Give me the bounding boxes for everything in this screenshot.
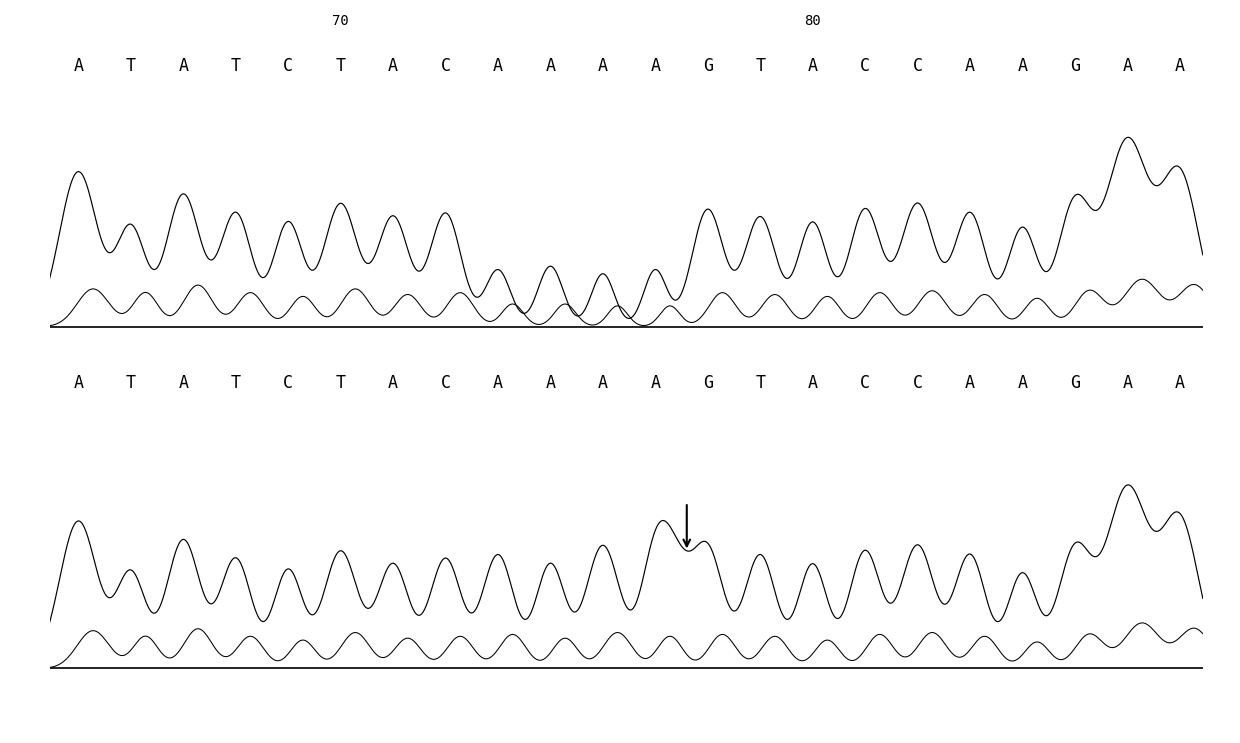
- Text: T: T: [126, 57, 136, 75]
- Text: A: A: [598, 57, 608, 75]
- Text: C: C: [861, 57, 870, 75]
- Text: C: C: [283, 57, 293, 75]
- Text: T: T: [755, 57, 765, 75]
- Text: C: C: [913, 374, 923, 392]
- Text: C: C: [440, 374, 450, 392]
- Text: A: A: [494, 374, 503, 392]
- Text: 70: 70: [332, 13, 348, 27]
- Text: A: A: [179, 57, 188, 75]
- Text: A: A: [179, 374, 188, 392]
- Text: A: A: [650, 374, 661, 392]
- Text: A: A: [965, 57, 975, 75]
- Text: A: A: [1017, 374, 1028, 392]
- Text: C: C: [440, 57, 450, 75]
- Text: T: T: [231, 374, 241, 392]
- Text: A: A: [965, 374, 975, 392]
- Text: A: A: [546, 57, 556, 75]
- Text: T: T: [231, 57, 241, 75]
- Text: A: A: [1122, 374, 1132, 392]
- Text: G: G: [1070, 374, 1080, 392]
- Text: T: T: [336, 374, 346, 392]
- Text: A: A: [1122, 57, 1132, 75]
- Text: C: C: [283, 374, 293, 392]
- Text: A: A: [388, 57, 398, 75]
- Text: G: G: [1070, 57, 1080, 75]
- Text: A: A: [1017, 57, 1028, 75]
- Text: A: A: [73, 374, 83, 392]
- Text: A: A: [650, 57, 661, 75]
- Text: A: A: [807, 57, 817, 75]
- Text: A: A: [73, 57, 83, 75]
- Text: C: C: [861, 374, 870, 392]
- Text: C: C: [913, 57, 923, 75]
- Text: A: A: [598, 374, 608, 392]
- Text: A: A: [494, 57, 503, 75]
- Text: A: A: [546, 374, 556, 392]
- Text: A: A: [1174, 57, 1184, 75]
- Text: T: T: [755, 374, 765, 392]
- Text: A: A: [388, 374, 398, 392]
- Text: T: T: [336, 57, 346, 75]
- Text: T: T: [126, 374, 136, 392]
- Text: A: A: [1174, 374, 1184, 392]
- Text: A: A: [807, 374, 817, 392]
- Text: 80: 80: [805, 13, 821, 27]
- Text: G: G: [703, 374, 713, 392]
- Text: G: G: [703, 57, 713, 75]
